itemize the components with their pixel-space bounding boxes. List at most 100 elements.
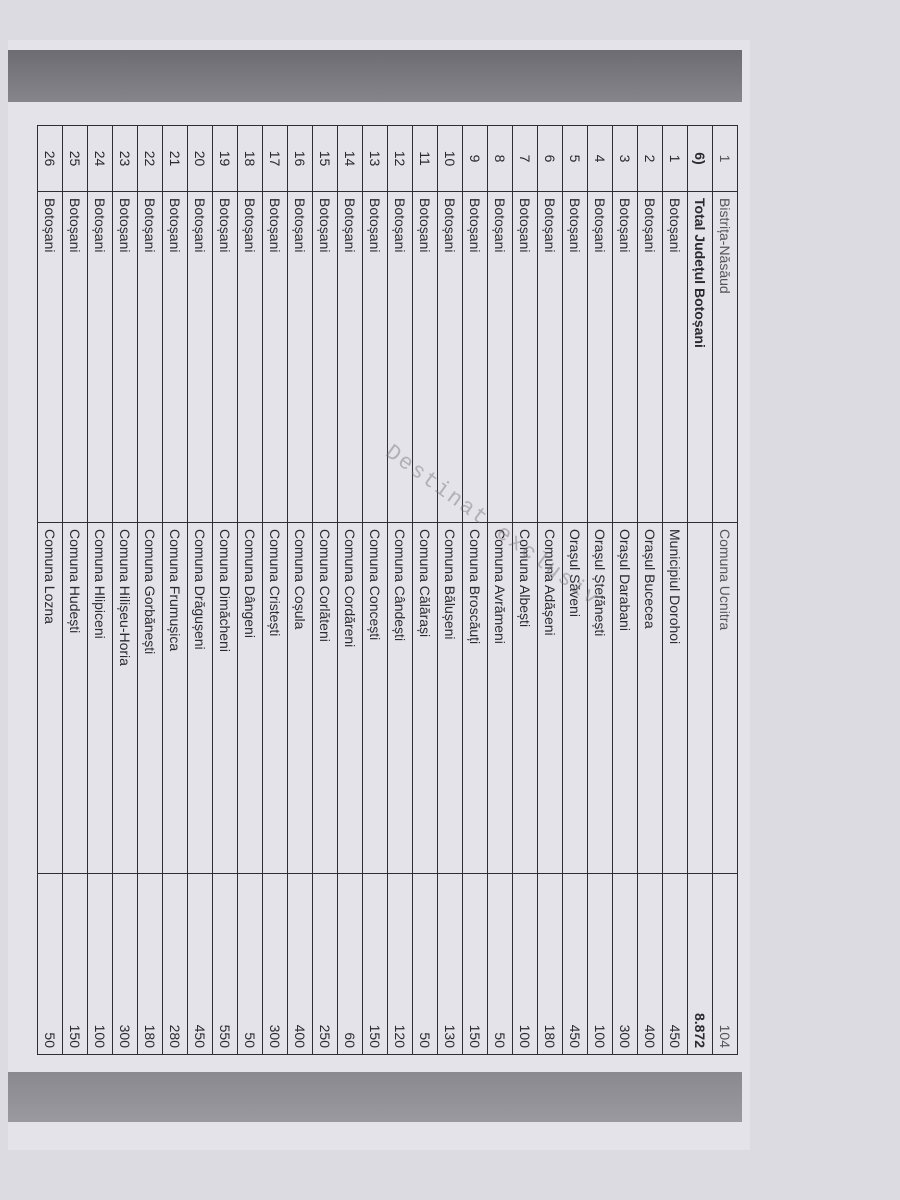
cell-index: 11 bbox=[412, 125, 438, 192]
cell-index: 6) bbox=[687, 125, 713, 192]
cell-index: 1 bbox=[712, 125, 738, 192]
cell-locality: Comuna Călărași bbox=[412, 522, 438, 874]
cell-index: 21 bbox=[162, 125, 188, 192]
table-row: 20 Botoșani Comuna Drăgușeni 450 bbox=[187, 125, 213, 1055]
table-row: 3 Botoșani Orașul Darabani 300 bbox=[612, 125, 638, 1055]
table-row: 18 Botoșani Comuna Dângeni 50 bbox=[237, 125, 263, 1055]
cell-index: 3 bbox=[612, 125, 638, 192]
table-row: 17 Botoșani Comuna Cristești 300 bbox=[262, 125, 288, 1055]
cell-value: 8.872 bbox=[687, 873, 713, 1055]
cell-value: 100 bbox=[87, 873, 113, 1055]
cell-county: Botoșani bbox=[362, 191, 388, 523]
cell-index: 17 bbox=[262, 125, 288, 192]
cell-value: 150 bbox=[62, 873, 88, 1055]
cell-value: 100 bbox=[512, 873, 538, 1055]
cell-index: 2 bbox=[637, 125, 663, 192]
cell-county: Botoșani bbox=[562, 191, 588, 523]
table-row: 22 Botoșani Comuna Gorbănești 180 bbox=[137, 125, 163, 1055]
table-row: 9 Botoșani Comuna Broscăuți 150 bbox=[462, 125, 488, 1055]
cell-locality: Comuna Cordăreni bbox=[337, 522, 363, 874]
cell-locality: Comuna Frumușica bbox=[162, 522, 188, 874]
rotated-document-table: 1 Bistrița-Năsăud Comuna Ucnitra 10 4 6) Total… bbox=[37, 125, 738, 1055]
cell-locality: Orașul Darabani bbox=[612, 522, 638, 874]
cell-locality: Comuna Ucnitra bbox=[712, 522, 738, 874]
table-row: 14 Botoșani Comuna Cordăreni 60 bbox=[337, 125, 363, 1055]
cell-locality: Comuna Hudești bbox=[62, 522, 88, 874]
cell-county: Botoșani bbox=[512, 191, 538, 523]
cell-county: Total Județul Botoșani bbox=[687, 191, 713, 523]
cell-index: 5 bbox=[562, 125, 588, 192]
table-row: 2 Botoșani Orașul Bucecea 400 bbox=[637, 125, 663, 1055]
cell-index: 14 bbox=[337, 125, 363, 192]
cell-value: 400 bbox=[287, 873, 313, 1055]
cell-value: 450 bbox=[562, 873, 588, 1055]
cell-locality: Comuna Cristești bbox=[262, 522, 288, 874]
table-row: 1 Bistrița-Năsăud Comuna Ucnitra 104 bbox=[712, 125, 738, 1055]
cell-value: 100 bbox=[587, 873, 613, 1055]
cell-locality: Comuna Dimăcheni bbox=[212, 522, 238, 874]
table-row: 15 Botoșani Comuna Corlăteni 250 bbox=[312, 125, 338, 1055]
cell-locality: Comuna Bălușeni bbox=[437, 522, 463, 874]
cell-locality: Comuna Coșula bbox=[287, 522, 313, 874]
cell-county: Botoșani bbox=[462, 191, 488, 523]
cell-locality: Comuna Albești bbox=[512, 522, 538, 874]
cell-county: Botoșani bbox=[162, 191, 188, 523]
cell-county: Botoșani bbox=[237, 191, 263, 523]
table-row: 19 Botoșani Comuna Dimăcheni 550 bbox=[212, 125, 238, 1055]
cell-index: 20 bbox=[187, 125, 213, 192]
cell-index: 12 bbox=[387, 125, 413, 192]
cell-value: 60 bbox=[337, 873, 363, 1055]
cell-index: 25 bbox=[62, 125, 88, 192]
cell-county: Botoșani bbox=[212, 191, 238, 523]
table-row: 24 Botoșani Comuna Hlipiceni 100 bbox=[87, 125, 113, 1055]
cell-locality: Comuna Drăgușeni bbox=[187, 522, 213, 874]
cell-index: 6 bbox=[537, 125, 563, 192]
cell-locality: Comuna Avrămeni bbox=[487, 522, 513, 874]
cell-index: 24 bbox=[87, 125, 113, 192]
table-row: 11 Botoșani Comuna Călărași 50 bbox=[412, 125, 438, 1055]
cell-index: 16 bbox=[287, 125, 313, 192]
cell-index: 26 bbox=[37, 125, 63, 192]
table-row: 1 Botoșani Municipiul Dorohoi 450 bbox=[662, 125, 688, 1055]
cell-index: 10 bbox=[437, 125, 463, 192]
cell-county: Botoșani bbox=[487, 191, 513, 523]
table-row: 23 Botoșani Comuna Hilișeu-Horia 300 bbox=[112, 125, 138, 1055]
cell-county: Botoșani bbox=[587, 191, 613, 523]
cell-county: Botoșani bbox=[312, 191, 338, 523]
cell-county: Bistrița-Năsăud bbox=[712, 191, 738, 523]
cell-county: Botoșani bbox=[262, 191, 288, 523]
cell-locality: Comuna Gorbănești bbox=[137, 522, 163, 874]
cell-index: 8 bbox=[487, 125, 513, 192]
cell-value: 180 bbox=[537, 873, 563, 1055]
cell-value: 50 bbox=[237, 873, 263, 1055]
window-toolbar-band bbox=[8, 50, 742, 102]
monitor-screen bbox=[8, 40, 750, 1150]
table-row: 13 Botoșani Comuna Concești 150 bbox=[362, 125, 388, 1055]
cell-value: 300 bbox=[112, 873, 138, 1055]
cell-county: Botoșani bbox=[87, 191, 113, 523]
cell-locality: Comuna Hlipiceni bbox=[87, 522, 113, 874]
cell-locality: Comuna Concești bbox=[362, 522, 388, 874]
cell-index: 4 bbox=[587, 125, 613, 192]
cell-locality: Orașul Ștefănești bbox=[587, 522, 613, 874]
cell-index: 13 bbox=[362, 125, 388, 192]
cell-value: 180 bbox=[137, 873, 163, 1055]
cell-locality bbox=[687, 522, 713, 874]
table-row: 7 Botoșani Comuna Albești 100 bbox=[512, 125, 538, 1055]
cell-county: Botoșani bbox=[187, 191, 213, 523]
cell-value: 150 bbox=[362, 873, 388, 1055]
table-row: 26 Botoșani Comuna Lozna 50 bbox=[37, 125, 63, 1055]
cell-locality: Comuna Corlăteni bbox=[312, 522, 338, 874]
cell-index: 15 bbox=[312, 125, 338, 192]
cell-county: Botoșani bbox=[662, 191, 688, 523]
cell-index: 7 bbox=[512, 125, 538, 192]
cell-locality: Orașul Bucecea bbox=[637, 522, 663, 874]
table-row: 21 Botoșani Comuna Frumușica 280 bbox=[162, 125, 188, 1055]
cell-value: 450 bbox=[662, 873, 688, 1055]
window-status-band bbox=[8, 1072, 742, 1122]
table-row: 25 Botoșani Comuna Hudești 150 bbox=[62, 125, 88, 1055]
cell-value: 250 bbox=[312, 873, 338, 1055]
cell-locality: Comuna Broscăuți bbox=[462, 522, 488, 874]
cell-county: Botoșani bbox=[637, 191, 663, 523]
cell-value: 50 bbox=[37, 873, 63, 1055]
